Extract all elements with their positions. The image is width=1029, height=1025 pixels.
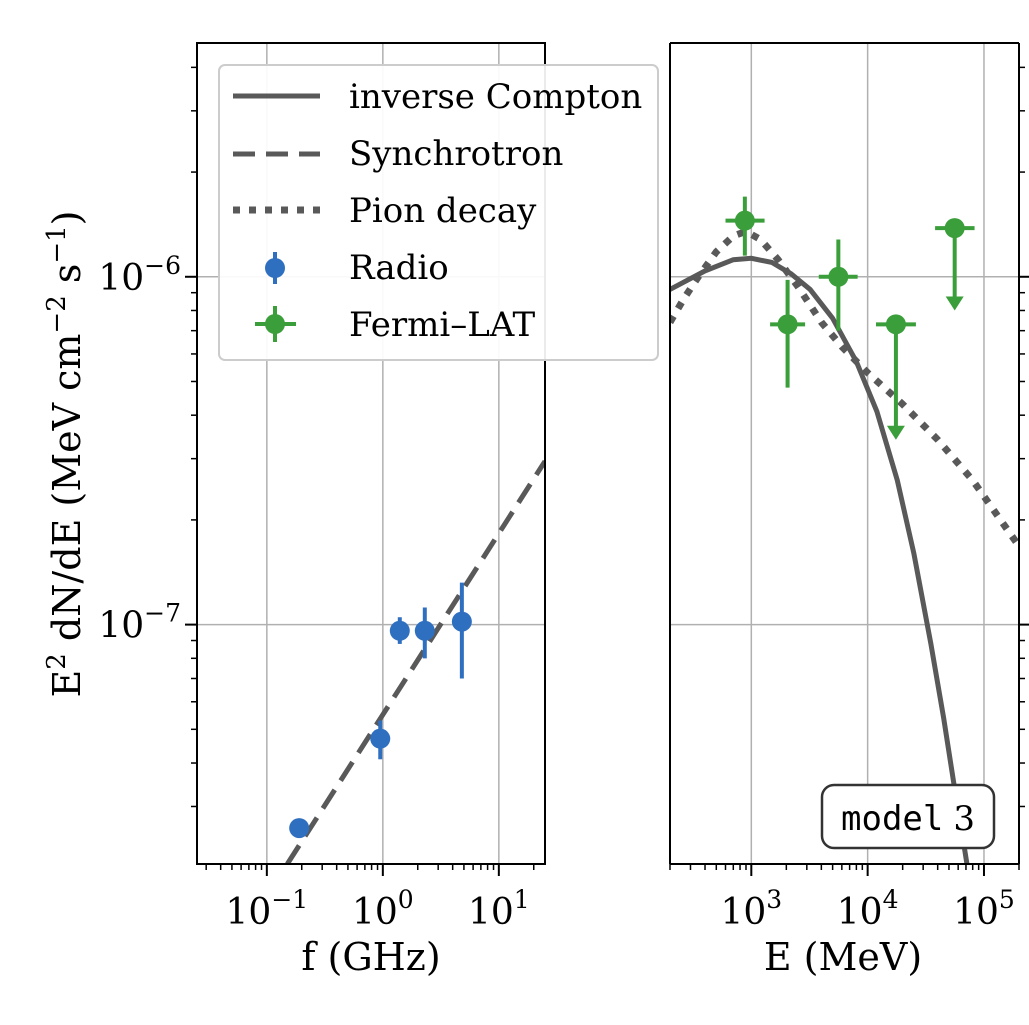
legend-box bbox=[218, 64, 659, 361]
radio-points bbox=[289, 582, 472, 839]
x-tick-label-radio-2-exp: 1 bbox=[514, 885, 530, 914]
legend-entry-radio: Radio bbox=[265, 248, 449, 288]
legend-label-pion-decay: Pion decay bbox=[349, 191, 537, 231]
x-tick-label-gamma-2-base: 10 bbox=[953, 892, 999, 933]
legend-entry-inverse-compton: inverse Compton bbox=[233, 77, 642, 117]
x-tick-label-radio-2: 101 bbox=[468, 885, 530, 933]
y-tick-label-0: 10−7 bbox=[98, 599, 181, 647]
y-tick-label-1-base: 10 bbox=[98, 258, 144, 299]
y-label-close: ) bbox=[45, 210, 89, 225]
y-label-sq: 2 bbox=[42, 653, 72, 670]
radio-panel: 10−1 100 101 10−710−6 f (GHz) E2 dN/dE (Me… bbox=[42, 42, 546, 979]
radio-point-3 bbox=[414, 620, 435, 641]
y-label-m2: −2 bbox=[42, 295, 72, 333]
model-annotation: model 3 bbox=[820, 783, 996, 850]
x-axis-label-radio: f (GHz) bbox=[301, 935, 440, 979]
radio-axes-frame bbox=[196, 42, 546, 865]
model-annotation-text: model 3 bbox=[841, 799, 975, 839]
gamma-axes-frame bbox=[669, 42, 1020, 865]
x-tick-label-radio-1: 100 bbox=[352, 885, 414, 933]
synchrotron-line bbox=[285, 459, 545, 864]
gamma-grid bbox=[670, 43, 1019, 864]
x-tick-label-gamma-2: 105 bbox=[953, 885, 1015, 933]
legend-entry-fermi-lat: Fermi–LAT bbox=[255, 305, 535, 345]
y-label-e: E bbox=[45, 670, 89, 698]
x-tick-label-gamma-2-exp: 5 bbox=[999, 885, 1015, 914]
x-tick-label-radio-1-base: 10 bbox=[352, 892, 398, 933]
y-axis-label: E2 dN/dE (MeV cm−2 s−1) bbox=[42, 210, 89, 697]
x-tick-label-radio-1-exp: 0 bbox=[398, 885, 414, 914]
y-label-s: s bbox=[45, 264, 89, 296]
legend-swatch-radio-marker bbox=[265, 258, 285, 278]
legend-entry-pion-decay: Pion decay bbox=[233, 191, 537, 231]
radio-point-4 bbox=[451, 611, 472, 632]
x-tick-label-gamma-0-base: 10 bbox=[720, 892, 766, 933]
fermi-upper-limit-arrow-3 bbox=[886, 425, 905, 440]
y-label-m1: −1 bbox=[42, 225, 72, 263]
y-tick-label-0-base: 10 bbox=[98, 606, 144, 647]
x-tick-label-radio-0: 10−1 bbox=[226, 885, 309, 933]
y-tick-label-1-exp: −6 bbox=[144, 251, 181, 280]
legend-label-synchrotron: Synchrotron bbox=[349, 134, 563, 174]
legend: inverse Compton Synchrotron Pion decay R… bbox=[218, 64, 659, 361]
radio-point-0 bbox=[289, 818, 310, 839]
fermi-upper-limit-arrow-4 bbox=[945, 296, 964, 311]
radio-point-1 bbox=[370, 728, 391, 749]
y-ticks: 10−710−6 bbox=[98, 66, 197, 808]
x-tick-label-gamma-1: 104 bbox=[837, 885, 899, 933]
fermi-points bbox=[725, 196, 975, 440]
fermi-point-3 bbox=[885, 314, 906, 335]
x-tick-label-radio-2-base: 10 bbox=[468, 892, 514, 933]
y-label-mid: dN/dE (MeV cm bbox=[45, 334, 89, 654]
fermi-point-2 bbox=[828, 266, 849, 287]
fermi-point-4 bbox=[944, 218, 965, 239]
x-tick-label-gamma-0-exp: 3 bbox=[766, 885, 782, 914]
x-tick-label-radio-0-base: 10 bbox=[226, 892, 272, 933]
x-tick-label-gamma-1-exp: 4 bbox=[883, 885, 899, 914]
gamma-panel: 103 104 105 E (MeV) model 3 bbox=[669, 42, 1029, 979]
gamma-x-ticks: 103 104 105 bbox=[720, 864, 1015, 933]
legend-label-fermi-lat: Fermi–LAT bbox=[349, 305, 535, 345]
radio-x-ticks: 10−1 100 101 bbox=[226, 864, 530, 933]
pion-decay-line bbox=[670, 227, 1019, 549]
x-tick-label-gamma-1-base: 10 bbox=[837, 892, 883, 933]
model-annotation-box bbox=[820, 783, 996, 850]
legend-swatch-fermi-marker bbox=[265, 314, 285, 334]
legend-label-inverse-compton: inverse Compton bbox=[349, 77, 642, 117]
fermi-point-1 bbox=[777, 314, 798, 335]
legend-label-radio: Radio bbox=[349, 248, 449, 288]
legend-entry-synchrotron: Synchrotron bbox=[233, 134, 563, 174]
y-tick-label-1: 10−6 bbox=[98, 251, 181, 299]
x-axis-label-gamma: E (MeV) bbox=[764, 935, 922, 979]
y-tick-label-0-exp: −7 bbox=[144, 599, 181, 628]
radio-point-2 bbox=[389, 620, 410, 641]
gamma-right-y-ticks bbox=[1019, 66, 1029, 808]
x-tick-label-gamma-0: 103 bbox=[720, 885, 782, 933]
fermi-point-0 bbox=[734, 210, 755, 231]
x-tick-label-radio-0-exp: −1 bbox=[271, 885, 308, 914]
